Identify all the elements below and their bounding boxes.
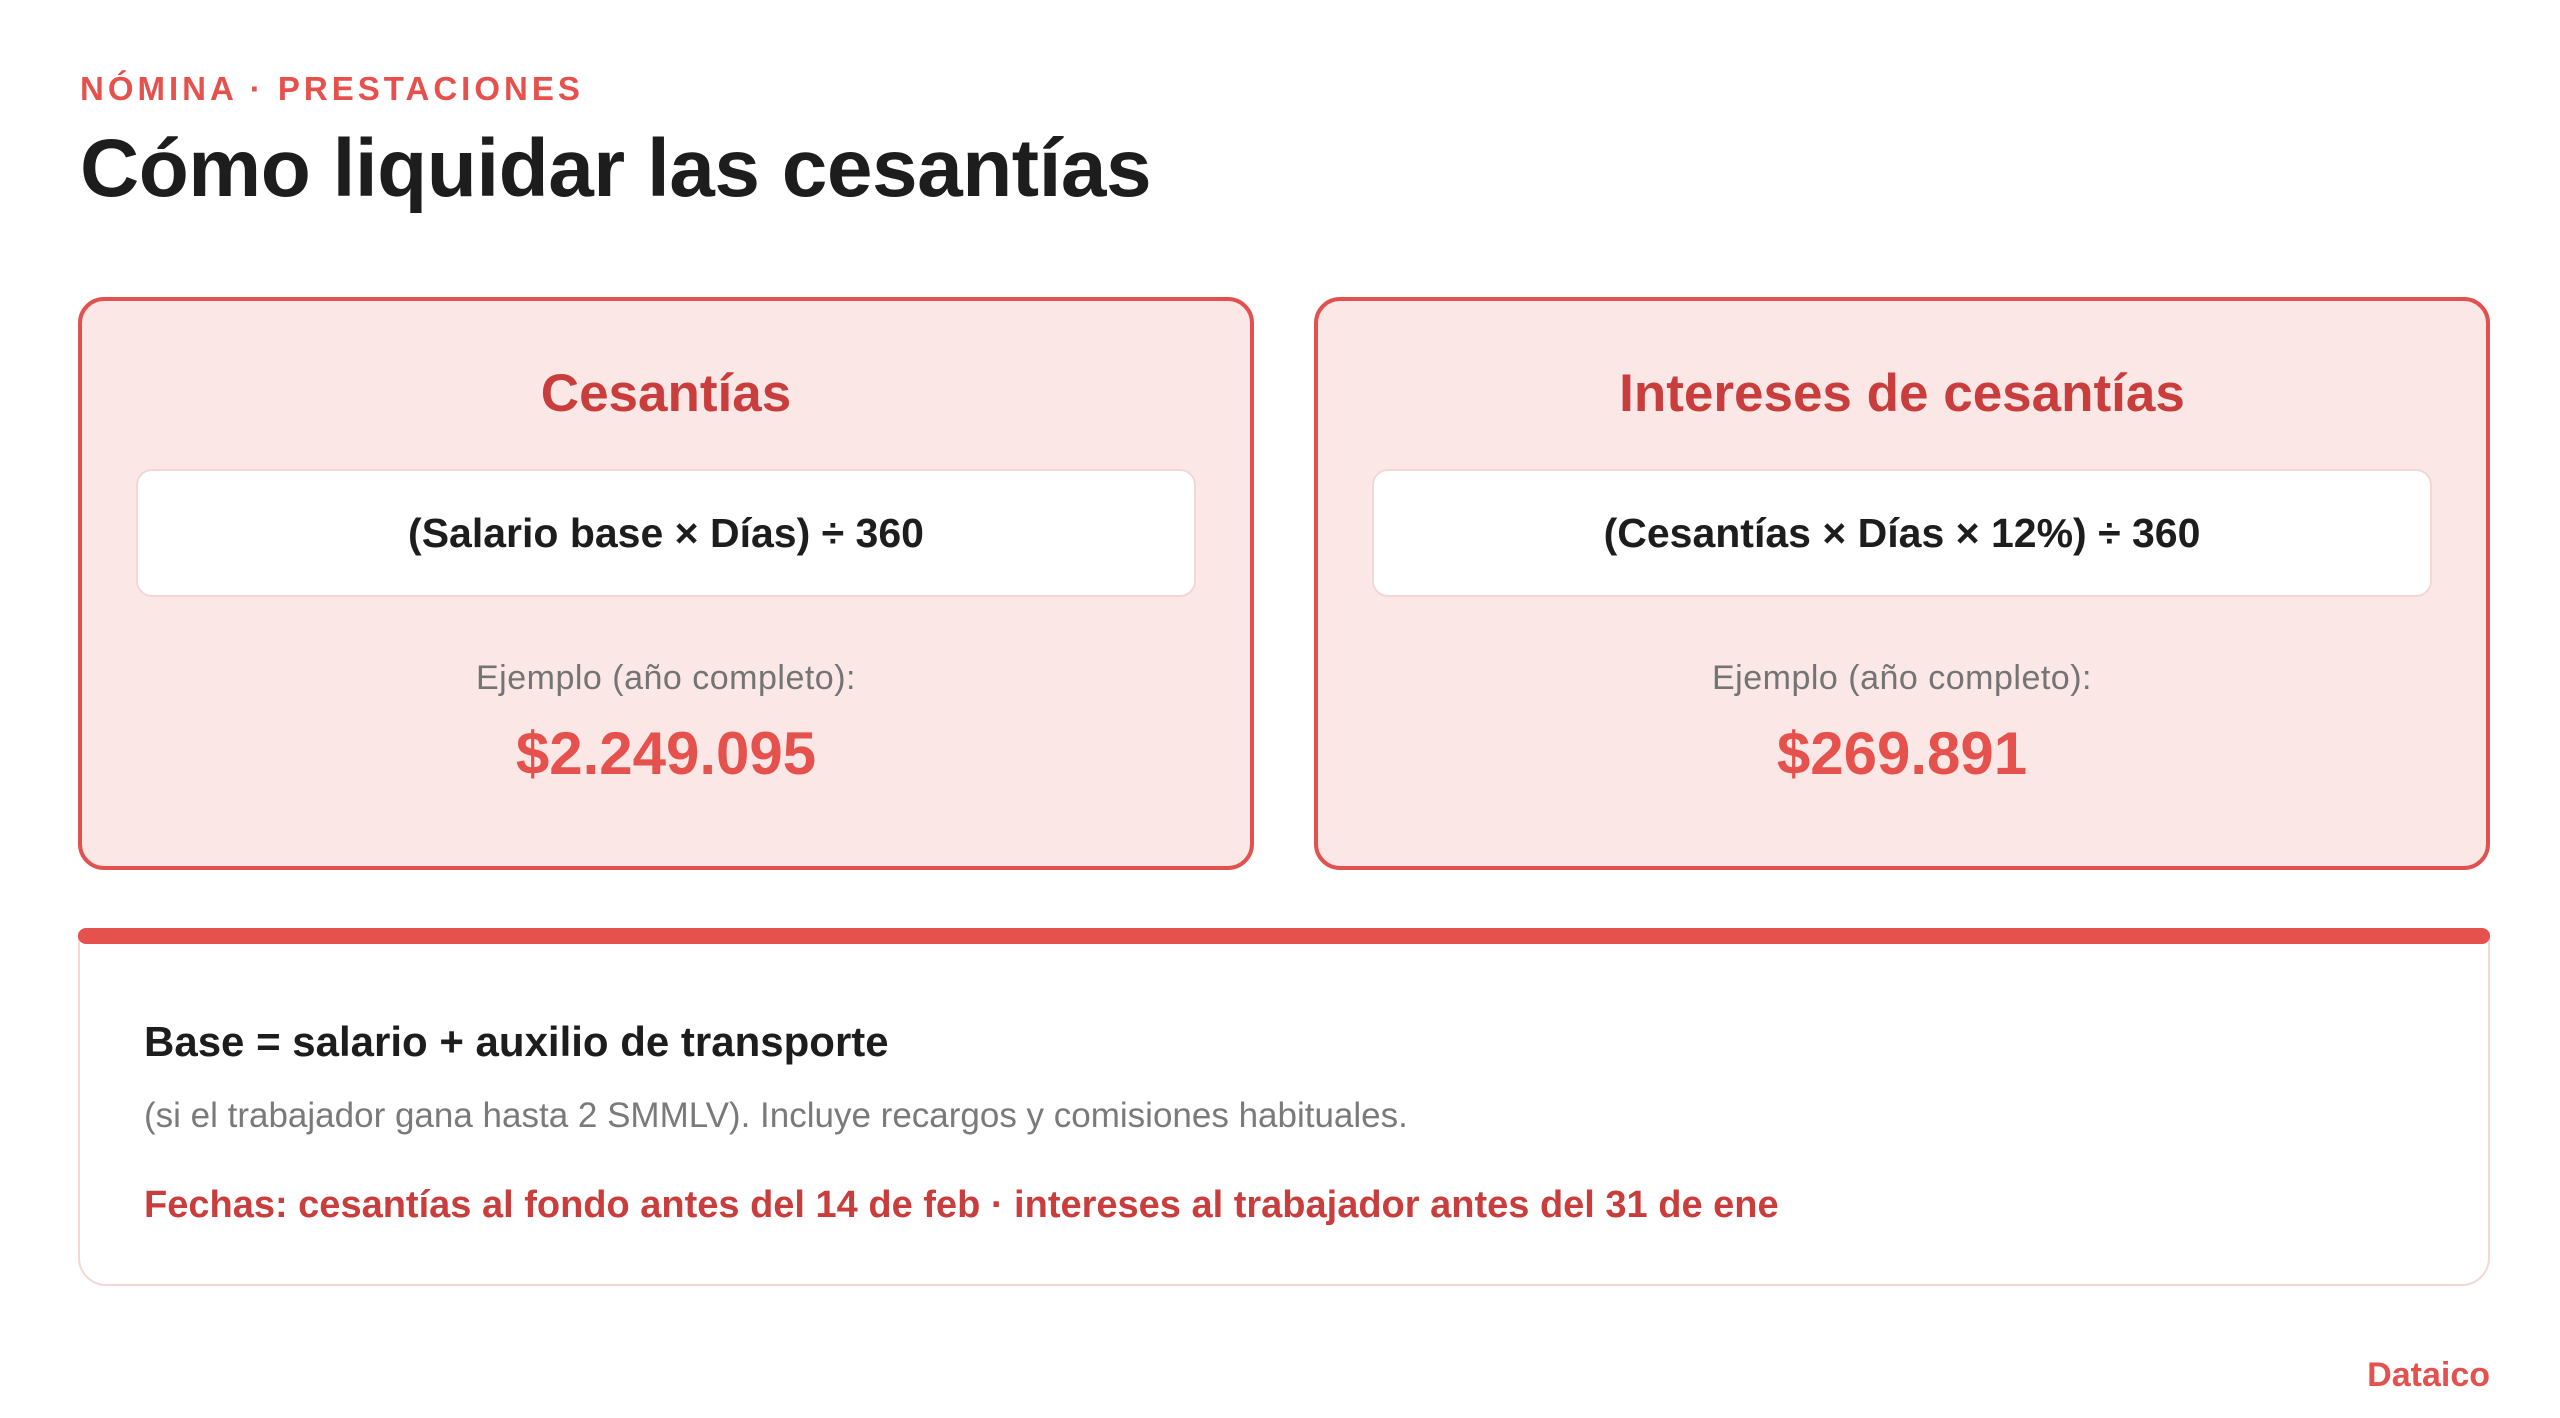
info-box: Base = salario + auxilio de transporte (… [78,932,2490,1286]
example-value: $269.891 [1776,720,2028,787]
info-note: (si el trabajador gana hasta 2 SMMLV). I… [144,1096,1408,1135]
card-title: Intereses de cesantías [1619,364,2185,423]
example-label: Ejemplo (año completo): [1711,659,2092,697]
card-intereses-cesantias: Intereses de cesantías (Cesantías × Días… [1314,297,2490,870]
formula-box: (Salario base × Días) ÷ 360 [136,469,1196,597]
info-heading: Base = salario + auxilio de transporte [144,1018,889,1065]
formula-box: (Cesantías × Días × 12%) ÷ 360 [1372,469,2432,597]
info-dates: Fechas: cesantías al fondo antes del 14 … [144,1184,1779,1226]
eyebrow-label: NÓMINA · PRESTACIONES [80,70,584,107]
example-label: Ejemplo (año completo): [475,659,856,697]
card-title: Cesantías [540,364,792,423]
card-cesantias: Cesantías (Salario base × Días) ÷ 360 Ej… [78,297,1254,870]
example-value: $2.249.095 [515,720,817,787]
accent-bar [78,928,2490,944]
page-title: Cómo liquidar las cesantías [80,123,1152,214]
brand-logo: Dataico [2367,1356,2490,1394]
